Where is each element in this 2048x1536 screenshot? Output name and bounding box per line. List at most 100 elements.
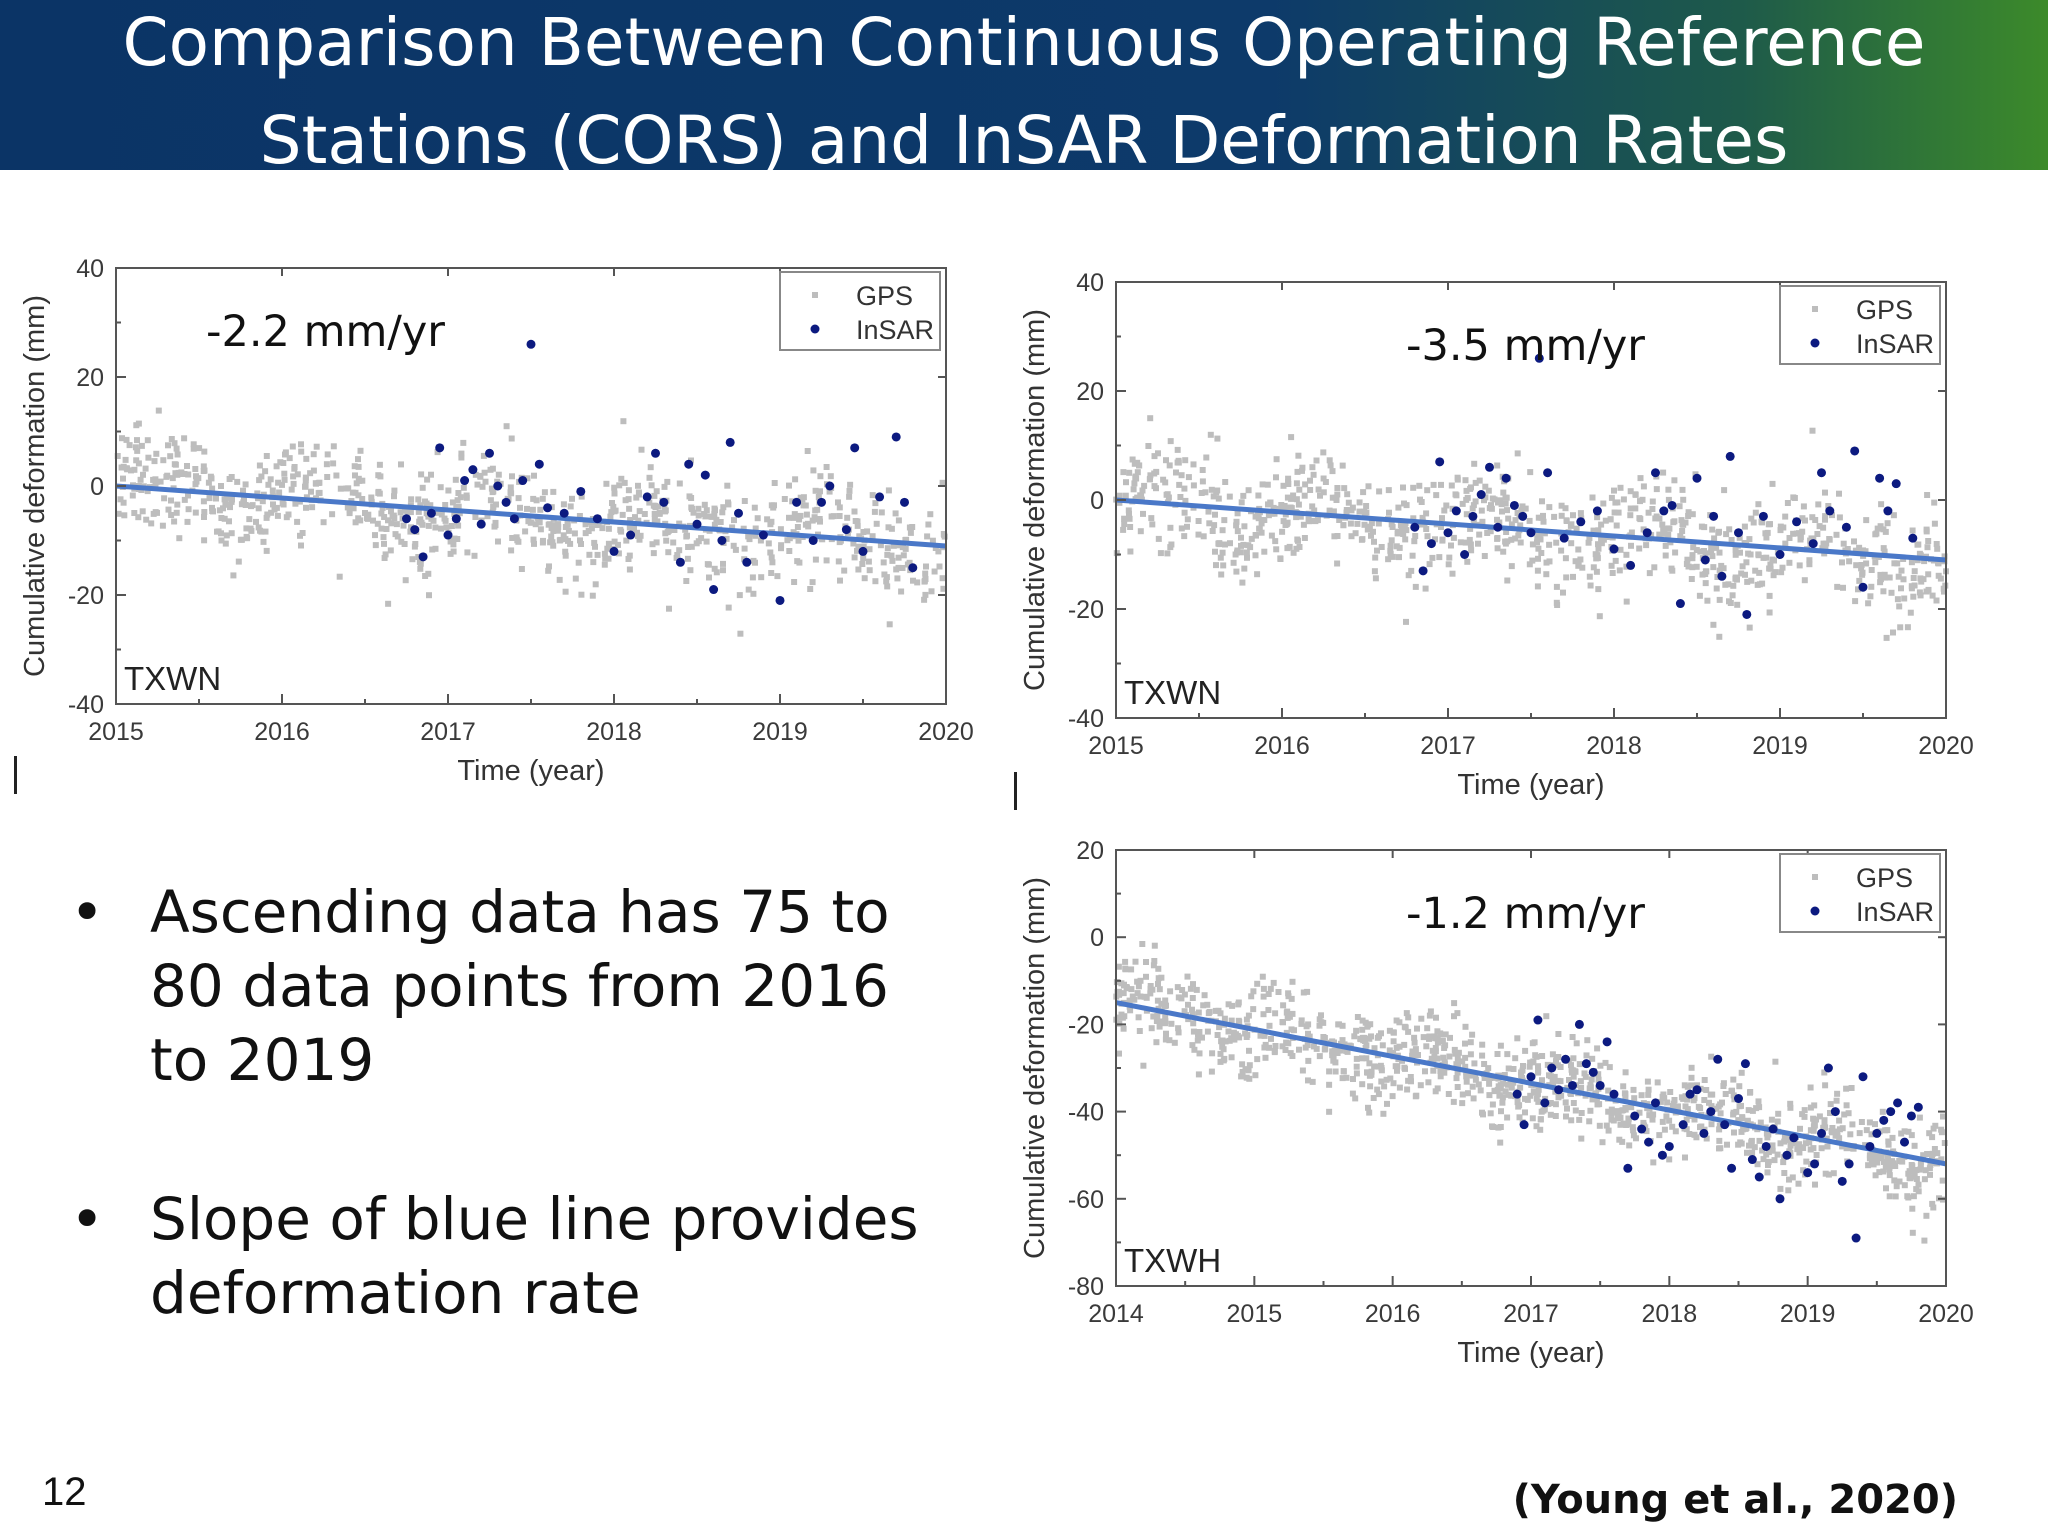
gps-point [1576, 1061, 1583, 1068]
gps-point [1452, 1050, 1459, 1057]
gps-point [1294, 468, 1301, 475]
gps-point [1201, 992, 1208, 999]
gps-point [684, 555, 691, 562]
gps-point [1577, 556, 1584, 563]
gps-point [663, 537, 670, 544]
gps-point [1549, 1051, 1556, 1058]
gps-point [922, 570, 929, 577]
gps-point [723, 535, 730, 542]
gps-point [1311, 507, 1318, 514]
gps-point [927, 511, 934, 518]
gps-point [140, 471, 146, 478]
gps-point [1933, 541, 1940, 547]
gps-point [1840, 584, 1846, 591]
gps-point [582, 521, 589, 528]
gps-point [1885, 1156, 1891, 1163]
gps-point [1496, 519, 1503, 526]
gps-point [749, 574, 756, 581]
gps-point [1267, 985, 1274, 992]
gps-point [393, 521, 400, 528]
gps-point [507, 484, 514, 491]
insar-point [1493, 522, 1503, 532]
gps-point [1847, 1131, 1854, 1138]
gps-point [1538, 550, 1545, 556]
gps-point [1472, 479, 1479, 486]
gps-point [1790, 530, 1797, 537]
gps-point [243, 525, 250, 532]
gps-point [238, 501, 245, 508]
gps-point [1622, 1069, 1629, 1076]
gps-point [153, 450, 160, 457]
gps-point [1343, 509, 1350, 516]
y-tick-label: 20 [76, 364, 104, 392]
gps-point [689, 506, 695, 512]
insar-point [576, 486, 586, 496]
gps-point [1454, 476, 1461, 483]
gps-point [690, 509, 697, 516]
gps-point [1137, 528, 1144, 535]
gps-point [1563, 574, 1570, 581]
gps-point [1339, 1037, 1346, 1044]
gps-point [148, 520, 155, 527]
gps-point [1813, 1152, 1820, 1158]
gps-point [372, 542, 379, 549]
gps-point [1518, 507, 1525, 514]
gps-point [1570, 573, 1576, 580]
gps-point [1405, 1028, 1412, 1035]
gps-point [302, 482, 309, 489]
gps-point [1454, 1084, 1461, 1090]
gps-point [1467, 525, 1474, 532]
gps-point [1617, 1121, 1624, 1128]
gps-point [1640, 483, 1647, 490]
gps-point [578, 541, 584, 547]
gps-point [1922, 1167, 1929, 1174]
gps-point [1865, 1162, 1872, 1169]
insar-point [1592, 506, 1602, 516]
gps-point [1246, 1047, 1252, 1054]
gps-point [228, 530, 235, 537]
gps-point [1259, 973, 1266, 980]
gps-point [1258, 529, 1265, 536]
gps-point [1720, 1083, 1727, 1089]
gps-point [1270, 504, 1277, 511]
gps-point [1901, 1128, 1908, 1135]
gps-point [1145, 443, 1152, 449]
gps-point [1613, 522, 1620, 529]
gps-point [205, 479, 212, 486]
gps-point [802, 521, 809, 528]
gps-point [1764, 1134, 1771, 1141]
gps-point [1288, 495, 1295, 502]
gps-point [1656, 531, 1663, 538]
gps-point [1552, 1113, 1559, 1119]
gps-point [1334, 560, 1341, 567]
gps-point [1374, 547, 1380, 554]
gps-point [1598, 540, 1605, 547]
gps-point [1722, 1091, 1729, 1097]
gps-point [355, 515, 362, 522]
gps-point [1294, 536, 1301, 543]
gps-point [1763, 554, 1770, 561]
gps-point [1756, 1104, 1763, 1111]
gps-point [1119, 1014, 1126, 1021]
gps-point [1806, 557, 1813, 564]
gps-point [281, 476, 288, 483]
gps-point [1222, 541, 1228, 548]
gps-point [368, 494, 375, 501]
gps-point [605, 540, 612, 547]
gps-point [185, 492, 191, 499]
gps-point [1351, 1033, 1358, 1040]
gps-point [1745, 550, 1752, 557]
gps-point [1666, 1156, 1673, 1163]
gps-point [1736, 534, 1743, 541]
gps-point [1789, 1140, 1796, 1147]
gps-point [1772, 1058, 1779, 1065]
gps-point [1630, 1127, 1637, 1134]
gps-point [790, 514, 797, 521]
insar-point [1758, 511, 1768, 521]
gps-point [1578, 1084, 1585, 1091]
gps-point [931, 568, 938, 575]
gps-point [1886, 1193, 1893, 1200]
slide-title-line-1: Comparison Between Continuous Operating … [122, 4, 1926, 81]
gps-point [226, 518, 232, 525]
gps-point [872, 578, 879, 585]
